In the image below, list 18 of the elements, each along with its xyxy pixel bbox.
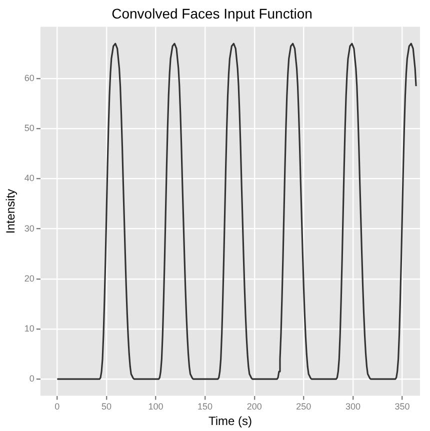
x-axis-title: Time (s) (208, 414, 252, 428)
y-tick-label: 0 (29, 374, 34, 384)
x-tick-label: 200 (246, 402, 262, 412)
y-tick-label: 20 (24, 273, 34, 284)
x-tick-label: 100 (148, 402, 164, 412)
y-axis-title: Intensity (4, 188, 18, 234)
x-tick-label: 300 (345, 402, 360, 412)
y-tick-label: 50 (24, 123, 34, 134)
x-tick-label: 50 (101, 402, 112, 412)
x-tick-label: 250 (296, 402, 312, 412)
y-tick-label: 10 (24, 323, 34, 334)
y-tick-label: 60 (24, 73, 34, 84)
x-tick-label: 150 (198, 402, 213, 412)
chart-title: Convolved Faces Input Function (112, 5, 312, 22)
x-tick-label: 350 (394, 402, 410, 412)
y-tick-label: 40 (24, 173, 34, 184)
y-tick-label: 30 (24, 223, 34, 234)
x-tick-label: 0 (54, 402, 60, 412)
